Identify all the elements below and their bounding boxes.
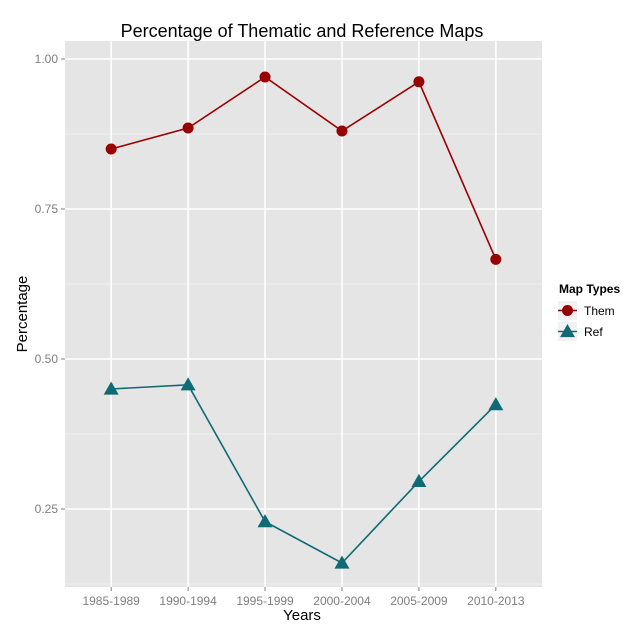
y-tick-label: 0.50 xyxy=(35,352,59,366)
data-point-them xyxy=(336,125,348,137)
plot-panel xyxy=(65,41,542,587)
legend-item-them: Them xyxy=(558,301,615,320)
legend-key-marker xyxy=(560,324,575,338)
data-point-them xyxy=(259,71,271,83)
y-axis-title: Percentage xyxy=(14,276,31,353)
x-axis-title: Years xyxy=(283,607,321,624)
x-tick-label: 1990-1994 xyxy=(159,594,217,608)
legend-item-ref: Ref xyxy=(558,322,603,341)
x-tick-label: 1985-1989 xyxy=(82,594,140,608)
legend-title: Map Types xyxy=(559,282,620,296)
x-tick-label: 2005-2009 xyxy=(390,594,448,608)
series-line-them xyxy=(110,76,497,260)
series-line-ref xyxy=(111,383,497,564)
data-point-them xyxy=(490,253,502,265)
y-tick-label: 0.25 xyxy=(35,502,59,516)
chart-title: Percentage of Thematic and Reference Map… xyxy=(121,21,484,41)
x-tick-label: 2010-2013 xyxy=(467,594,525,608)
y-axis: 0.25 0.50 0.75 1.00 xyxy=(35,52,65,516)
data-point-them xyxy=(413,76,425,88)
x-axis: 1985-1989 1990-1994 1995-1999 2000-2004 2005… xyxy=(82,587,525,608)
legend: Map Types Them Ref xyxy=(558,282,620,341)
data-point-ref xyxy=(488,397,504,411)
series-layer xyxy=(103,71,504,569)
data-point-ref xyxy=(334,555,350,569)
x-tick-label: 2000-2004 xyxy=(313,594,371,608)
y-tick-label: 1.00 xyxy=(35,52,59,66)
data-point-ref xyxy=(411,473,427,488)
data-point-ref xyxy=(103,381,119,395)
y-tick-label: 0.75 xyxy=(35,202,59,216)
data-point-ref xyxy=(257,514,273,528)
legend-key-marker xyxy=(562,305,573,316)
legend-label: Them xyxy=(584,304,615,318)
legend-label: Ref xyxy=(584,325,603,339)
x-tick-label: 1995-1999 xyxy=(236,594,294,608)
data-point-them xyxy=(105,143,117,155)
data-point-them xyxy=(182,122,194,134)
data-point-ref xyxy=(180,377,196,391)
